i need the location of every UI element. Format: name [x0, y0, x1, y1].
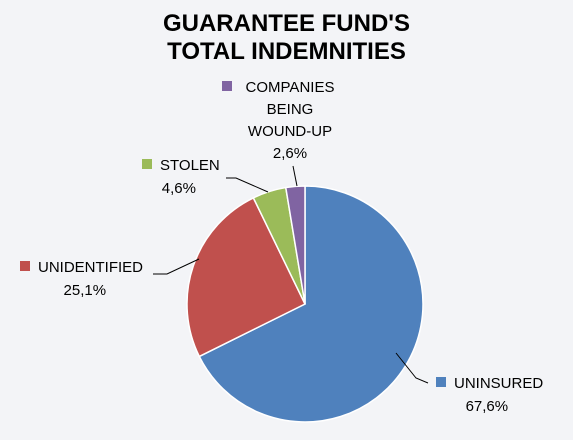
leader-line-unidentified — [153, 258, 200, 275]
slice-value-uninsured: 67,6% — [466, 398, 509, 415]
slice-label-unidentified: UNIDENTIFIED 25,1% — [20, 259, 143, 299]
leader-lines — [153, 165, 429, 384]
slice-value-unidentified: 25,1% — [64, 282, 107, 299]
chart-title: GUARANTEE FUND'S TOTAL INDEMNITIES — [0, 10, 573, 66]
slice-value-companies-being-wound-up: 2,6% — [273, 145, 307, 162]
legend-marker-stolen — [142, 159, 152, 169]
leader-line-uninsured — [395, 352, 429, 384]
slice-name-stolen: STOLEN — [160, 157, 220, 174]
slice-name-unidentified: UNIDENTIFIED — [38, 259, 143, 276]
pie-slices — [186, 185, 424, 423]
slice-name-companies-being-wound-up-line-3: WOUND-UP — [248, 123, 332, 140]
slice-value-stolen: 4,6% — [162, 180, 196, 197]
chart-title-line-2: TOTAL INDEMNITIES — [167, 38, 406, 65]
chart-title-line-1: GUARANTEE FUND'S — [162, 10, 411, 37]
slice-name-companies-being-wound-up-line-2: BEING — [267, 101, 314, 118]
slice-label-stolen: STOLEN 4,6% — [142, 157, 220, 197]
leader-line-companies-being-wound-up — [292, 165, 298, 187]
legend-marker-companies-being-wound-up — [222, 81, 232, 91]
slice-name-companies-being-wound-up-line-1: COMPANIES — [246, 79, 335, 96]
pie-slice-unidentified — [186, 196, 306, 358]
legend-marker-uninsured — [436, 377, 446, 387]
slice-labels: UNINSURED 67,6% UNIDENTIFIED 25,1% STOLEN 4,6… — [20, 79, 543, 415]
slice-label-uninsured: UNINSURED 67,6% — [436, 375, 543, 415]
legend-marker-unidentified — [20, 261, 30, 271]
slice-label-companies-being-wound-up: COMPANIES BEING WOUND-UP 2,6% — [222, 79, 334, 162]
leader-line-stolen — [226, 177, 269, 193]
pie-slice-companies-being-wound-up — [284, 185, 306, 305]
pie-slice-uninsured — [198, 185, 424, 423]
slice-name-uninsured: UNINSURED — [454, 375, 543, 392]
